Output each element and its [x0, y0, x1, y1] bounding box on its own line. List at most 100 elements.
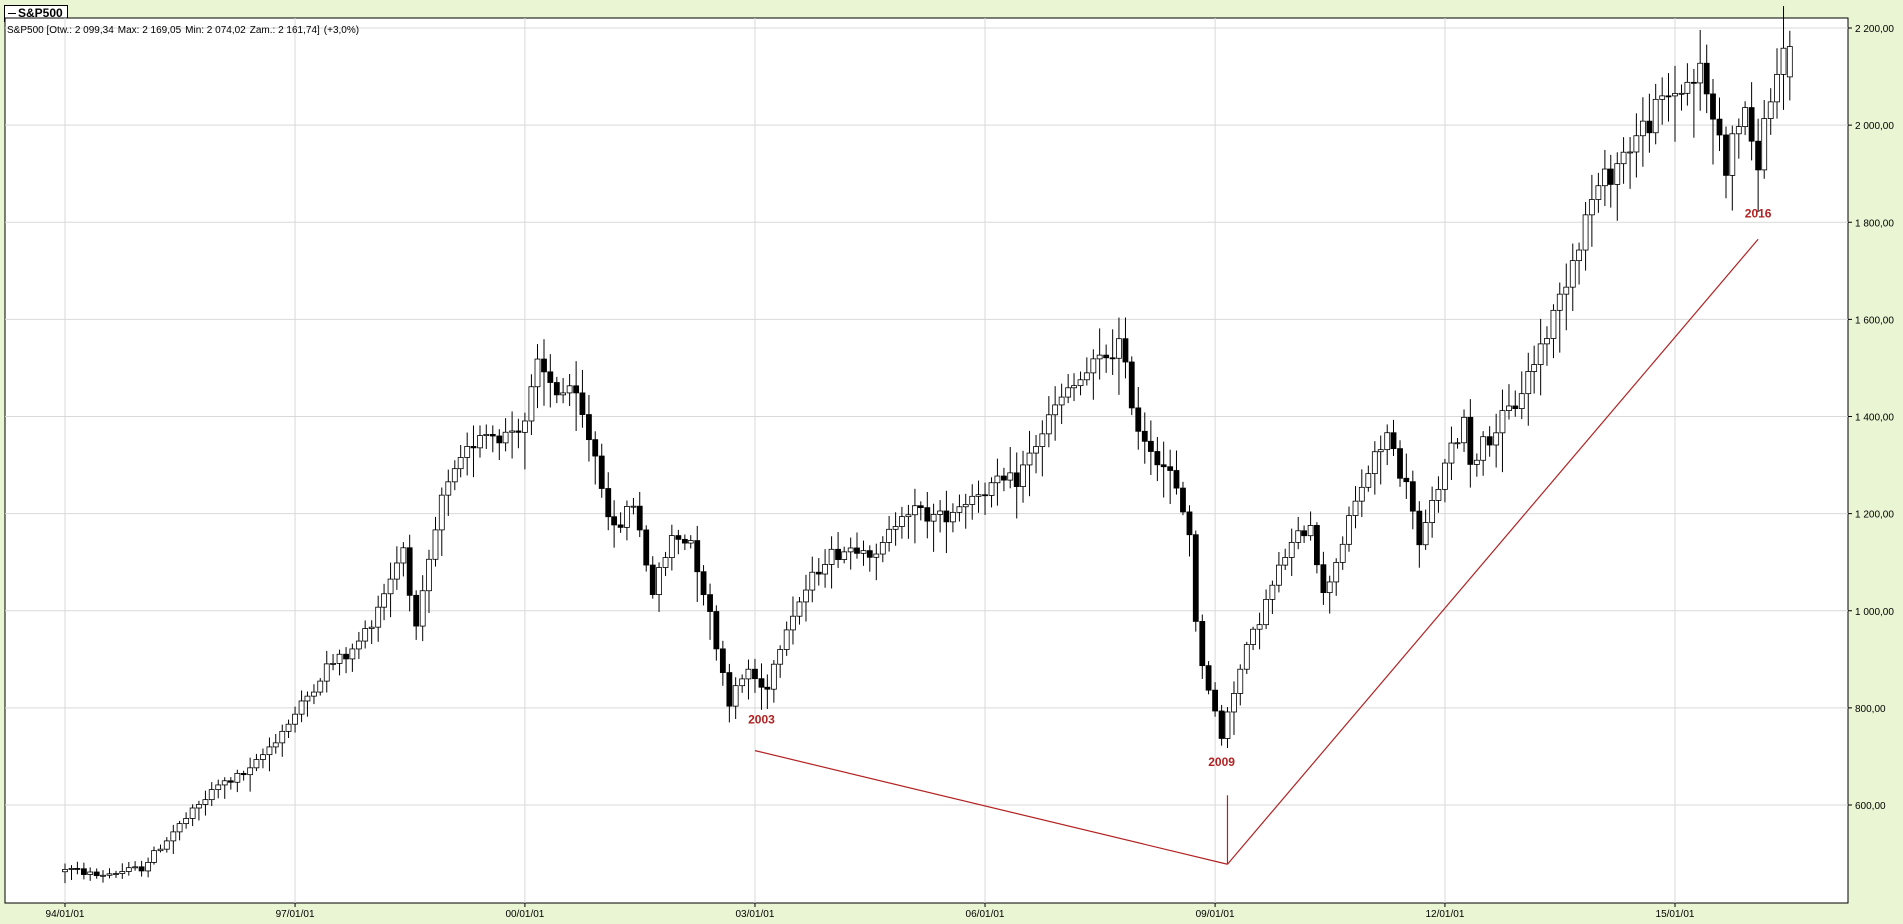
candle-body-up — [1620, 151, 1627, 165]
candle-body-down — [240, 772, 247, 776]
candle-body-down — [1205, 665, 1212, 691]
candle — [1480, 431, 1487, 476]
candle — [1269, 580, 1276, 614]
candle-body-up — [1652, 98, 1659, 134]
candle — [687, 535, 694, 549]
candle — [1384, 424, 1391, 466]
candle-body-up — [381, 593, 387, 608]
candle-body-down — [1173, 470, 1180, 489]
candle — [451, 460, 458, 491]
candle-body-down — [470, 446, 477, 449]
candle-body-down — [1167, 466, 1174, 471]
candle — [732, 677, 739, 720]
readout-close: Zam.: 2 161,74] — [249, 25, 320, 36]
candle — [1313, 522, 1320, 574]
candle-body-up — [1576, 249, 1582, 262]
candle — [215, 779, 222, 799]
candle — [547, 354, 554, 408]
candle-body-up — [1588, 199, 1595, 216]
candle — [1276, 551, 1282, 593]
readout-min: Min: 2 074,02 — [185, 25, 246, 36]
candle — [317, 678, 324, 696]
candle-body-up — [1250, 628, 1256, 645]
candle — [432, 516, 439, 567]
candle — [1684, 63, 1691, 106]
candle — [1237, 664, 1244, 706]
candle — [790, 596, 796, 645]
candle-body-down — [675, 535, 682, 540]
candle — [1377, 435, 1384, 485]
candle — [393, 546, 400, 590]
candle — [1154, 437, 1161, 482]
readout-change: (+3,0%) — [323, 25, 360, 36]
candle-body-up — [1786, 46, 1793, 78]
candle — [777, 645, 784, 678]
candle-body-up — [1454, 442, 1461, 445]
candle-body-down — [1212, 689, 1218, 712]
candle-body-up — [777, 649, 784, 665]
candle-body-up — [419, 590, 426, 627]
candle-body-up — [1039, 433, 1046, 447]
candle-body-up — [311, 691, 317, 697]
candle — [950, 503, 956, 533]
candle-body-up — [1077, 379, 1084, 387]
candle-body-down — [707, 594, 713, 612]
candle-body-down — [1320, 564, 1327, 594]
candle — [1620, 137, 1627, 184]
candle — [956, 494, 963, 522]
candle — [1058, 383, 1065, 425]
candle-body-up — [1243, 644, 1250, 670]
candle-body-up — [566, 385, 573, 394]
candle — [1256, 612, 1263, 650]
candle-body-up — [438, 494, 445, 531]
candle-body-up — [969, 495, 976, 505]
candle — [841, 546, 848, 564]
candle — [719, 640, 726, 686]
series-line-icon — [8, 13, 16, 14]
candle-body-down — [496, 435, 503, 444]
candle — [515, 418, 522, 449]
candle-body-down — [1512, 405, 1519, 409]
candle — [1039, 420, 1046, 477]
y-tick-label: 1 000,00 — [1855, 607, 1894, 618]
candle — [1416, 501, 1423, 568]
candle-body-up — [393, 562, 400, 580]
candle-body-down — [854, 547, 860, 554]
price-readout: S&P500 [Otw.: 2 099,34 Max: 2 169,05 Min: … — [7, 25, 363, 36]
y-tick-label: 600,00 — [1855, 801, 1886, 812]
candle-body-up — [1422, 522, 1429, 546]
candle — [1307, 511, 1314, 541]
candle — [62, 863, 68, 884]
candle-body-up — [502, 431, 509, 444]
candle — [745, 659, 752, 700]
candle-body-down — [1607, 168, 1614, 185]
candle — [1723, 126, 1729, 199]
candle-body-down — [694, 540, 701, 573]
candle-body-down — [1180, 487, 1186, 513]
candle — [163, 837, 170, 853]
candle — [930, 503, 937, 552]
candle — [1461, 409, 1467, 452]
candle-body-down — [406, 547, 413, 596]
candle — [227, 777, 234, 790]
plot-area[interactable] — [4, 17, 1849, 904]
candle-body-down — [1122, 338, 1129, 363]
candle-body-down — [93, 871, 100, 877]
candle — [1588, 174, 1595, 247]
candle-body-up — [426, 558, 432, 592]
candle — [1422, 509, 1429, 550]
candle — [151, 846, 157, 865]
candle-body-down — [700, 571, 707, 596]
candle — [1282, 548, 1289, 570]
candle — [624, 500, 630, 541]
candle-body-up — [1339, 543, 1346, 563]
candle-body-down — [1128, 361, 1135, 409]
candle-body-down — [1135, 407, 1142, 432]
candle-body-up — [988, 482, 995, 496]
candle — [1601, 149, 1608, 207]
candle — [598, 443, 605, 498]
candle-body-up — [770, 663, 777, 690]
candle-body-up — [221, 780, 228, 786]
candle — [1231, 681, 1237, 735]
